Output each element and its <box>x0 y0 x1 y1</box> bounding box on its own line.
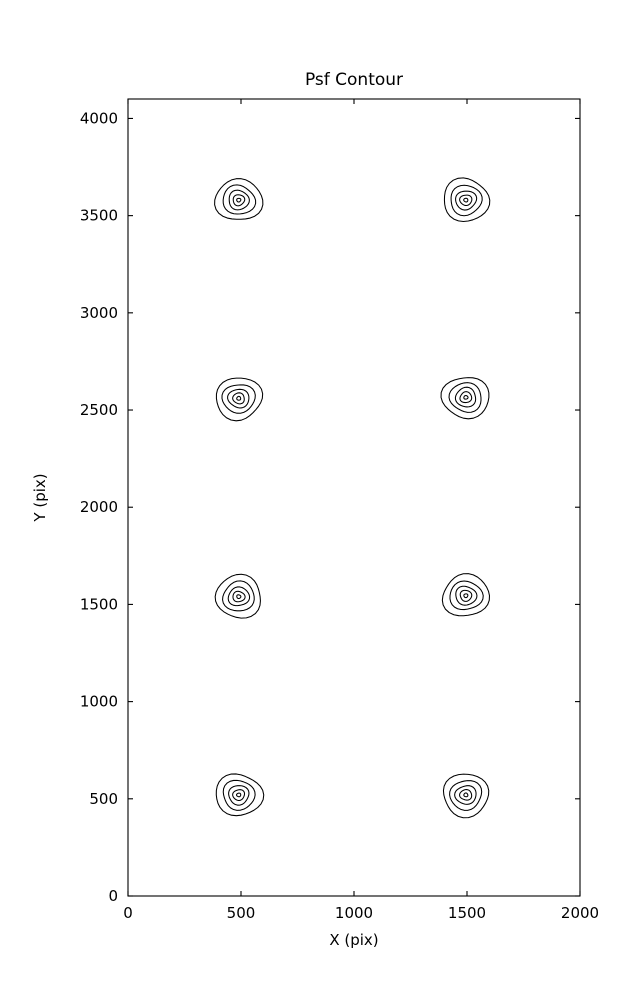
axes-group: 0 500 1000 1500 2000 0 500 1000 1500 2000 2500 3000… <box>31 70 599 949</box>
contour-level-0 <box>441 573 491 617</box>
ytick-label-8: 4000 <box>80 109 118 127</box>
psf-cluster-psf-r4c1 <box>215 773 265 817</box>
ytick-label-0: 0 <box>108 887 118 905</box>
contour-level-1 <box>449 580 484 611</box>
contour-level-3 <box>459 789 473 801</box>
contour-level-4 <box>463 394 469 400</box>
contour-level-0 <box>440 377 490 420</box>
psf-cluster-psf-r1c1 <box>214 178 264 220</box>
contour-level-4 <box>463 197 469 203</box>
xtick-label-3: 1500 <box>448 904 486 922</box>
contour-level-4 <box>236 594 242 600</box>
psf-cluster-psf-r1c2 <box>443 177 491 222</box>
xtick-label-2: 1000 <box>335 904 373 922</box>
contour-level-2 <box>454 785 477 805</box>
contour-level-2 <box>227 586 251 607</box>
contour-level-4 <box>463 792 469 798</box>
contour-level-4 <box>463 593 469 599</box>
chart-title: Psf Contour <box>305 70 403 90</box>
contour-level-3 <box>459 589 473 602</box>
contour-level-0 <box>443 177 491 222</box>
contour-level-0 <box>214 178 264 220</box>
ytick-label-4: 2000 <box>80 498 118 516</box>
contour-level-3 <box>459 194 473 207</box>
contour-level-0 <box>215 773 265 817</box>
contour-level-3 <box>232 392 245 405</box>
contour-level-0 <box>214 573 261 619</box>
contour-level-1 <box>448 382 482 413</box>
contour-level-4 <box>236 395 242 401</box>
contour-level-1 <box>222 184 257 215</box>
contour-level-1 <box>450 184 483 217</box>
contour-level-3 <box>232 590 246 603</box>
xtick-label-0: 0 <box>123 904 133 922</box>
contour-level-1 <box>221 384 256 414</box>
ytick-label-2: 1000 <box>80 693 118 711</box>
contour-level-2 <box>455 585 478 606</box>
contour-level-2 <box>227 388 250 409</box>
x-axis-label: X (pix) <box>329 931 378 949</box>
contour-level-1 <box>222 580 255 612</box>
contour-level-2 <box>228 785 250 806</box>
y-axis-label: Y (pix) <box>31 473 49 522</box>
ytick-label-3: 1500 <box>80 595 118 613</box>
ytick-label-7: 3500 <box>80 207 118 225</box>
psf-cluster-psf-r2c2 <box>440 377 490 420</box>
contour-level-4 <box>236 197 242 203</box>
psf-cluster-psf-r3c2 <box>441 573 491 617</box>
psf-cluster-psf-r3c1 <box>214 573 261 619</box>
contour-level-1 <box>449 780 483 811</box>
contour-level-3 <box>232 789 246 801</box>
contour-level-2 <box>454 386 477 408</box>
xtick-label-1: 500 <box>227 904 256 922</box>
contour-level-0 <box>215 377 264 422</box>
contour-level-2 <box>228 189 250 211</box>
xtick-label-4: 2000 <box>561 904 599 922</box>
contour-level-3 <box>459 391 473 404</box>
contour-level-4 <box>236 792 242 798</box>
psf-cluster-psf-r2c1 <box>215 377 264 422</box>
contour-level-1 <box>222 779 256 811</box>
psf-cluster-psf-r4c2 <box>442 773 490 819</box>
ytick-label-6: 3000 <box>80 304 118 322</box>
contour-level-3 <box>232 194 246 207</box>
ytick-label-1: 500 <box>89 790 118 808</box>
contour-level-0 <box>442 773 490 819</box>
contour-level-2 <box>455 190 478 211</box>
ytick-label-5: 2500 <box>80 401 118 419</box>
axes-frame <box>127 98 581 897</box>
